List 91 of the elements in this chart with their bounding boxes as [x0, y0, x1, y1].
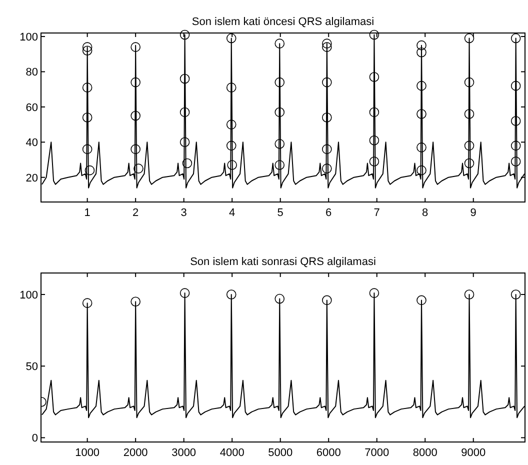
- point: [274, 107, 285, 118]
- point: [416, 47, 426, 58]
- point: [416, 295, 426, 306]
- x-tick-label: 9000: [461, 447, 486, 459]
- x-tick-label: 2000: [123, 447, 148, 459]
- x-tick-label: 7000: [364, 447, 390, 459]
- point: [510, 290, 521, 300]
- y-tick-label: 80: [26, 66, 38, 79]
- x-tick-label: 4: [229, 207, 236, 219]
- point: [510, 156, 521, 166]
- x-tick-label: 1000: [75, 447, 100, 459]
- point: [226, 33, 236, 44]
- point: [322, 164, 332, 174]
- point: [180, 107, 190, 118]
- point: [416, 165, 426, 176]
- point: [82, 144, 92, 154]
- x-tick-label: 3: [180, 207, 187, 219]
- point: [180, 137, 190, 148]
- point: [416, 40, 426, 50]
- point: [369, 107, 380, 118]
- point: [274, 38, 285, 48]
- point: [416, 142, 426, 152]
- point: [130, 77, 140, 88]
- x-tick-label: 6: [326, 207, 332, 219]
- point: [227, 160, 237, 170]
- point: [84, 165, 95, 176]
- point: [130, 110, 140, 121]
- point: [369, 156, 380, 166]
- y-tick-label: 50: [26, 361, 38, 374]
- chart-title: Son islem kati sonrasi QRS algilamasi: [190, 256, 376, 268]
- x-tick-label: 4000: [220, 447, 244, 459]
- x-tick-label: 5000: [268, 447, 293, 459]
- point: [322, 295, 332, 306]
- point: [180, 74, 190, 84]
- point: [464, 290, 474, 300]
- point: [322, 38, 332, 48]
- point: [82, 46, 92, 56]
- x-tick-label: 1: [84, 207, 90, 219]
- y-tick-label: 100: [20, 289, 38, 302]
- point: [510, 80, 521, 91]
- point: [510, 140, 521, 151]
- point: [274, 160, 285, 170]
- point: [82, 298, 92, 308]
- point: [180, 30, 190, 40]
- point: [322, 144, 332, 154]
- point: [130, 42, 140, 52]
- y-tick-label: 100: [20, 32, 38, 44]
- point: [510, 33, 521, 44]
- x-tick-label: 8000: [412, 447, 438, 459]
- point: [322, 42, 332, 52]
- point: [226, 290, 236, 300]
- y-tick-label: 20: [26, 172, 38, 184]
- point: [464, 33, 474, 44]
- y-tick-label: 60: [26, 102, 38, 114]
- x-tick-label: 3000: [172, 447, 196, 459]
- x-tick-label: 6000: [316, 447, 341, 459]
- point: [464, 109, 474, 119]
- point: [82, 112, 92, 122]
- point: [82, 42, 92, 52]
- point: [464, 77, 474, 88]
- point: [369, 135, 380, 146]
- point: [464, 140, 474, 151]
- point: [274, 77, 285, 88]
- point: [369, 30, 380, 40]
- point: [274, 294, 285, 304]
- point: [322, 112, 332, 122]
- point: [226, 82, 236, 92]
- point: [464, 158, 474, 168]
- point: [510, 116, 521, 126]
- x-tick-label: 2: [132, 207, 139, 219]
- x-tick-label: 9: [470, 207, 476, 219]
- point: [130, 144, 140, 154]
- point: [182, 158, 192, 168]
- x-tick-label: 8: [422, 207, 428, 219]
- point: [369, 288, 380, 298]
- y-tick-label: 0: [32, 432, 38, 445]
- x-tick-label: 7: [374, 207, 380, 219]
- chart-title: Son islem kati öncesi QRS algilamasi: [192, 16, 374, 28]
- point: [369, 72, 380, 82]
- point: [180, 288, 190, 298]
- point: [134, 164, 144, 174]
- point: [416, 80, 426, 91]
- y-tick-label: 40: [26, 137, 38, 150]
- point: [226, 120, 236, 130]
- point: [274, 139, 285, 149]
- point: [416, 109, 426, 119]
- point: [322, 77, 332, 88]
- point: [226, 140, 236, 151]
- x-tick-label: 5: [277, 207, 284, 219]
- point: [82, 82, 92, 92]
- point: [130, 296, 140, 307]
